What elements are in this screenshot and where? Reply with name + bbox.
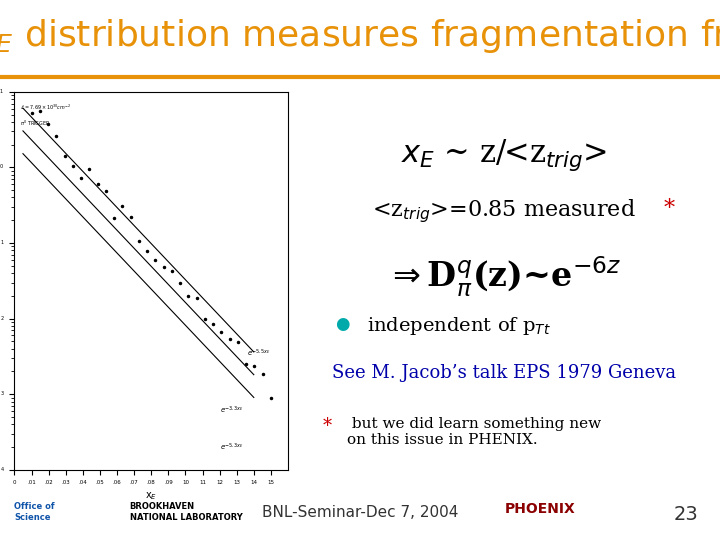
Text: $\Rightarrow$D$^q_\pi$(z)~e$^{-6z}$: $\Rightarrow$D$^q_\pi$(z)~e$^{-6z}$ <box>387 254 621 299</box>
Text: 23: 23 <box>674 505 698 524</box>
Text: *: * <box>323 417 332 435</box>
Text: BROOKHAVEN
NATIONAL LABORATORY: BROOKHAVEN NATIONAL LABORATORY <box>130 502 243 522</box>
Text: <z$_{trig}$>=0.85 measured: <z$_{trig}$>=0.85 measured <box>372 198 636 225</box>
Text: but we did learn something new
on this issue in PHENIX.: but we did learn something new on this i… <box>347 417 601 447</box>
Text: Office of
Science: Office of Science <box>14 502 55 522</box>
Text: $e^{-5.3x_E}$: $e^{-5.3x_E}$ <box>220 442 243 454</box>
Text: ●: ● <box>335 315 349 333</box>
X-axis label: x$_E$: x$_E$ <box>145 490 157 502</box>
Text: $e^{-3.3x_E}$: $e^{-3.3x_E}$ <box>220 404 243 416</box>
Text: *: * <box>663 198 675 220</box>
Text: independent of p$_{Tt}$: independent of p$_{Tt}$ <box>367 315 551 337</box>
Text: x$_E$ distribution measures fragmentation fn.: x$_E$ distribution measures fragmentatio… <box>0 17 720 56</box>
Text: PHOENIX: PHOENIX <box>505 502 575 516</box>
Text: $\mathcal{L}=7.69\times10^{30}cm^{-2}$: $\mathcal{L}=7.69\times10^{30}cm^{-2}$ <box>20 103 71 112</box>
Text: BNL-Seminar-Dec 7, 2004: BNL-Seminar-Dec 7, 2004 <box>262 505 458 520</box>
Text: $e^{-5.5x_E}$: $e^{-5.5x_E}$ <box>247 348 271 359</box>
Text: See M. Jacob’s talk EPS 1979 Geneva: See M. Jacob’s talk EPS 1979 Geneva <box>332 364 676 382</box>
Text: $x_E$ ~ z/<z$_{trig}$>: $x_E$ ~ z/<z$_{trig}$> <box>401 137 607 173</box>
Text: $\pi^0$ TRIGGER: $\pi^0$ TRIGGER <box>20 118 50 127</box>
